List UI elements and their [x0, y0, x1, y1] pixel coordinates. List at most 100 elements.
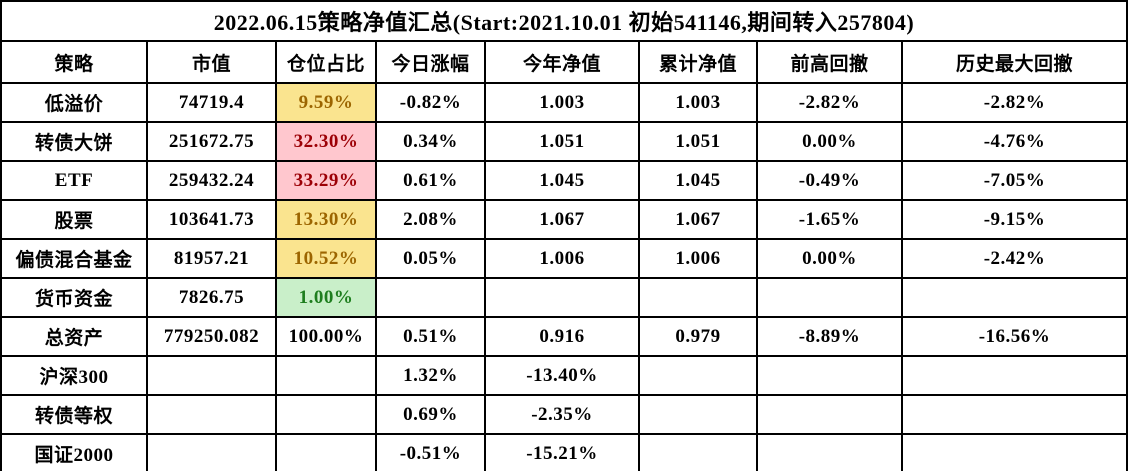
value-cell: 7826.75 [146, 277, 277, 318]
value-cell: -0.51% [375, 433, 486, 471]
table-row: 沪深300 1.32% -13.40% [0, 355, 1128, 396]
value-cell: 1.32% [375, 355, 486, 396]
value-cell: 1.051 [638, 121, 758, 162]
position-cell [275, 433, 377, 471]
table-row: 货币资金 7826.75 1.00% [0, 277, 1128, 318]
value-cell: 0.51% [375, 316, 486, 357]
value-cell: 1.067 [638, 199, 758, 240]
value-cell: 0.979 [638, 316, 758, 357]
value-cell: -15.21% [484, 433, 640, 471]
strategy-name-cell: 偏债混合基金 [0, 238, 148, 279]
strategy-name-cell: 低溢价 [0, 82, 148, 123]
position-cell: 1.00% [275, 277, 377, 318]
table-row: 国证2000 -0.51% -15.21% [0, 433, 1128, 471]
table-header-row: 策略 市值 仓位占比 今日涨幅 今年净值 累计净值 前高回撤 历史最大回撤 [0, 40, 1128, 84]
value-cell [901, 355, 1128, 396]
table-row: 转债大饼 251672.75 32.30% 0.34% 1.051 1.051 … [0, 121, 1128, 162]
value-cell: 1.006 [638, 238, 758, 279]
position-cell: 10.52% [275, 238, 377, 279]
value-cell: 1.051 [484, 121, 640, 162]
table-row: ETF 259432.24 33.29% 0.61% 1.045 1.045 -… [0, 160, 1128, 201]
value-cell [375, 277, 486, 318]
value-cell: 259432.24 [146, 160, 277, 201]
value-cell: -9.15% [901, 199, 1128, 240]
position-cell: 33.29% [275, 160, 377, 201]
position-cell [275, 355, 377, 396]
strategy-name-cell: 国证2000 [0, 433, 148, 471]
strategy-name-cell: 沪深300 [0, 355, 148, 396]
value-cell: 0.05% [375, 238, 486, 279]
value-cell: -2.35% [484, 394, 640, 435]
value-cell: -1.65% [756, 199, 903, 240]
value-cell [638, 394, 758, 435]
value-cell: 1.003 [638, 82, 758, 123]
value-cell: -8.89% [756, 316, 903, 357]
position-cell: 13.30% [275, 199, 377, 240]
value-cell [638, 277, 758, 318]
header-cumulative-nav: 累计净值 [638, 40, 758, 84]
strategy-name-cell: 转债大饼 [0, 121, 148, 162]
position-cell: 100.00% [275, 316, 377, 357]
value-cell: 1.003 [484, 82, 640, 123]
value-cell: 0.00% [756, 238, 903, 279]
value-cell [484, 277, 640, 318]
table-row: 低溢价 74719.4 9.59% -0.82% 1.003 1.003 -2.… [0, 82, 1128, 123]
value-cell [638, 433, 758, 471]
value-cell: 1.006 [484, 238, 640, 279]
strategy-name-cell: 总资产 [0, 316, 148, 357]
value-cell: 0.916 [484, 316, 640, 357]
value-cell: 74719.4 [146, 82, 277, 123]
value-cell [901, 394, 1128, 435]
value-cell: 0.69% [375, 394, 486, 435]
value-cell: -2.42% [901, 238, 1128, 279]
value-cell [146, 355, 277, 396]
table-title-row: 2022.06.15策略净值汇总(Start:2021.10.01 初始5411… [0, 0, 1128, 42]
header-today-change: 今日涨幅 [375, 40, 486, 84]
header-position-pct: 仓位占比 [275, 40, 377, 84]
table-row: 总资产 779250.082 100.00% 0.51% 0.916 0.979… [0, 316, 1128, 357]
strategy-name-cell: 转债等权 [0, 394, 148, 435]
value-cell [638, 355, 758, 396]
value-cell [901, 433, 1128, 471]
value-cell: -16.56% [901, 316, 1128, 357]
value-cell: 1.067 [484, 199, 640, 240]
value-cell: 0.34% [375, 121, 486, 162]
value-cell: -2.82% [756, 82, 903, 123]
value-cell: -4.76% [901, 121, 1128, 162]
header-ytd-nav: 今年净值 [484, 40, 640, 84]
value-cell: 1.045 [484, 160, 640, 201]
header-drawdown-from-high: 前高回撤 [756, 40, 903, 84]
strategy-name-cell: 股票 [0, 199, 148, 240]
strategy-name-cell: ETF [0, 160, 148, 201]
value-cell [756, 277, 903, 318]
header-market-value: 市值 [146, 40, 277, 84]
table-row: 转债等权 0.69% -2.35% [0, 394, 1128, 435]
value-cell: 0.61% [375, 160, 486, 201]
header-strategy: 策略 [0, 40, 148, 84]
value-cell: -0.82% [375, 82, 486, 123]
value-cell [756, 394, 903, 435]
header-max-historical-drawdown: 历史最大回撤 [901, 40, 1128, 84]
value-cell: 103641.73 [146, 199, 277, 240]
position-cell: 9.59% [275, 82, 377, 123]
value-cell [901, 277, 1128, 318]
value-cell: 1.045 [638, 160, 758, 201]
value-cell: -2.82% [901, 82, 1128, 123]
value-cell: 251672.75 [146, 121, 277, 162]
value-cell: 2.08% [375, 199, 486, 240]
table-row: 股票 103641.73 13.30% 2.08% 1.067 1.067 -1… [0, 199, 1128, 240]
value-cell: -7.05% [901, 160, 1128, 201]
table-row: 偏债混合基金 81957.21 10.52% 0.05% 1.006 1.006… [0, 238, 1128, 279]
value-cell: -0.49% [756, 160, 903, 201]
strategy-name-cell: 货币资金 [0, 277, 148, 318]
position-cell [275, 394, 377, 435]
position-cell: 32.30% [275, 121, 377, 162]
value-cell [146, 433, 277, 471]
value-cell: 81957.21 [146, 238, 277, 279]
value-cell [756, 355, 903, 396]
table-title: 2022.06.15策略净值汇总(Start:2021.10.01 初始5411… [0, 0, 1128, 42]
value-cell [146, 394, 277, 435]
value-cell: -13.40% [484, 355, 640, 396]
